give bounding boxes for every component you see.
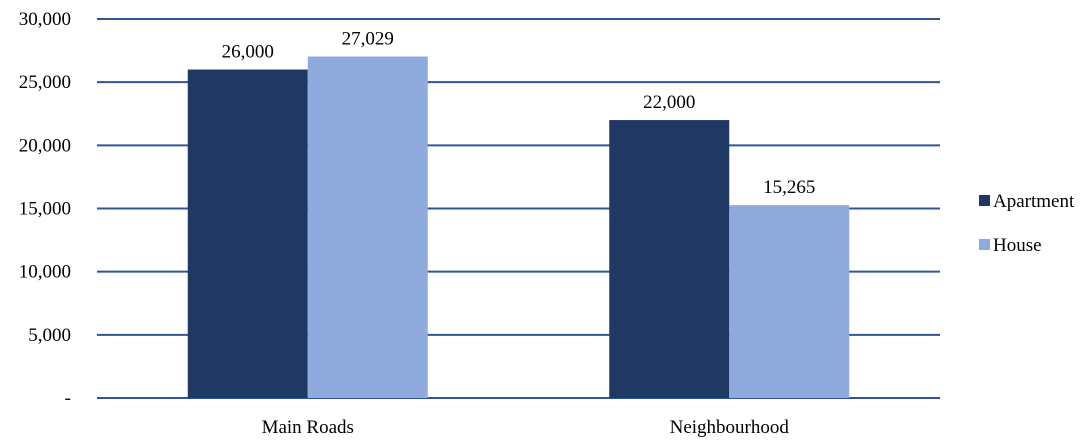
data-label: 26,000 bbox=[222, 42, 274, 63]
y-axis-tick-labels: - 5,000 10,000 15,000 20,000 25,000 30,000 bbox=[19, 9, 71, 409]
data-label: 27,029 bbox=[342, 29, 394, 50]
bar-apartment-main-roads bbox=[187, 69, 308, 399]
legend-label: Apartment bbox=[993, 191, 1075, 212]
y-tick-label: - bbox=[65, 388, 71, 409]
bar-house-neighbourhood bbox=[729, 205, 850, 398]
x-tick-label: Main Roads bbox=[262, 417, 354, 438]
bars bbox=[187, 56, 850, 399]
y-tick-label: 15,000 bbox=[19, 199, 71, 220]
y-tick-label: 30,000 bbox=[19, 9, 71, 30]
data-labels: 26,000 27,029 22,000 15,265 bbox=[222, 29, 816, 199]
bar-apartment-neighbourhood bbox=[609, 120, 730, 399]
x-axis-tick-labels: Main Roads Neighbourhood bbox=[262, 417, 790, 438]
x-tick-label: Neighbourhood bbox=[670, 417, 790, 438]
y-tick-label: 5,000 bbox=[28, 325, 71, 346]
legend-swatch bbox=[979, 195, 990, 206]
y-tick-label: 25,000 bbox=[19, 72, 71, 93]
legend-label: House bbox=[993, 235, 1042, 256]
y-tick-label: 10,000 bbox=[19, 262, 71, 283]
data-label: 15,265 bbox=[763, 177, 815, 198]
legend: Apartment House bbox=[979, 191, 1075, 256]
legend-swatch bbox=[979, 239, 990, 250]
bar-house-main-roads bbox=[307, 56, 428, 399]
y-tick-label: 20,000 bbox=[19, 135, 71, 156]
data-label: 22,000 bbox=[643, 92, 695, 113]
